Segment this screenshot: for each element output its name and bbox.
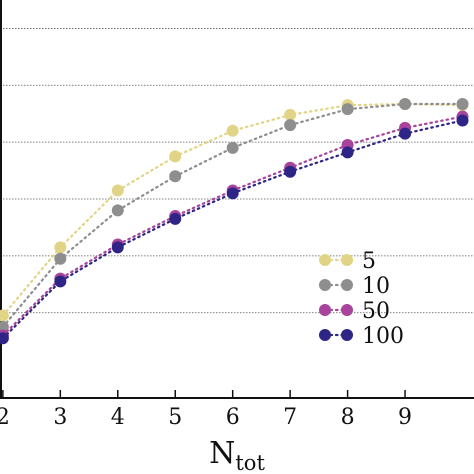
series-line-5 (1, 102, 464, 317)
legend-marker-5-b (341, 254, 353, 266)
legend-label-10: 10 (362, 274, 390, 299)
legend-marker-100-b (341, 329, 353, 341)
x-tick-label-2: 2 (0, 405, 10, 430)
x-axis-title: Ntot (209, 436, 265, 474)
grid-lines (0, 28, 474, 314)
legend-label-5: 5 (362, 249, 376, 274)
point-5-3 (54, 241, 67, 254)
legend-marker-50-b (341, 304, 353, 316)
x-axis-title-main: N (209, 436, 235, 471)
point-5-2 (0, 309, 9, 322)
legend-label-50: 50 (362, 299, 390, 324)
point-100-10 (456, 114, 469, 127)
legend-marker-10-a (319, 279, 331, 291)
point-5-4 (111, 184, 124, 197)
point-5-7 (284, 108, 297, 121)
x-tick-label-9: 9 (398, 405, 412, 430)
legend-label-100: 100 (362, 324, 404, 349)
x-tick-label-5: 5 (168, 405, 182, 430)
point-10-10 (456, 98, 469, 111)
point-100-4 (111, 241, 124, 254)
point-100-6 (226, 187, 239, 200)
point-5-6 (226, 124, 239, 137)
x-tick-label-4: 4 (111, 405, 125, 430)
x-ticks: 2 3 4 5 6 7 8 9 (0, 390, 412, 430)
x-tick-label-7: 7 (283, 405, 297, 430)
point-100-9 (399, 127, 412, 140)
point-10-8 (341, 103, 354, 116)
point-100-8 (341, 146, 354, 159)
series-group (0, 98, 469, 345)
legend-marker-5-a (319, 254, 331, 266)
legend-marker-10-b (341, 279, 353, 291)
point-10-5 (169, 170, 182, 183)
legend-marker-50-a (319, 304, 331, 316)
x-tick-label-8: 8 (341, 405, 355, 430)
x-tick-label-6: 6 (226, 405, 240, 430)
x-axis-title-subscript: tot (235, 451, 265, 474)
point-10-9 (399, 98, 412, 111)
point-100-7 (284, 165, 297, 178)
point-10-6 (226, 141, 239, 154)
point-10-7 (284, 119, 297, 132)
point-5-5 (169, 150, 182, 163)
point-100-3 (54, 275, 67, 288)
x-tick-label-3: 3 (53, 405, 67, 430)
point-10-3 (54, 252, 67, 265)
legend-marker-100-a (319, 329, 331, 341)
point-10-4 (111, 204, 124, 217)
point-100-5 (169, 212, 182, 225)
point-100-2 (0, 332, 9, 345)
